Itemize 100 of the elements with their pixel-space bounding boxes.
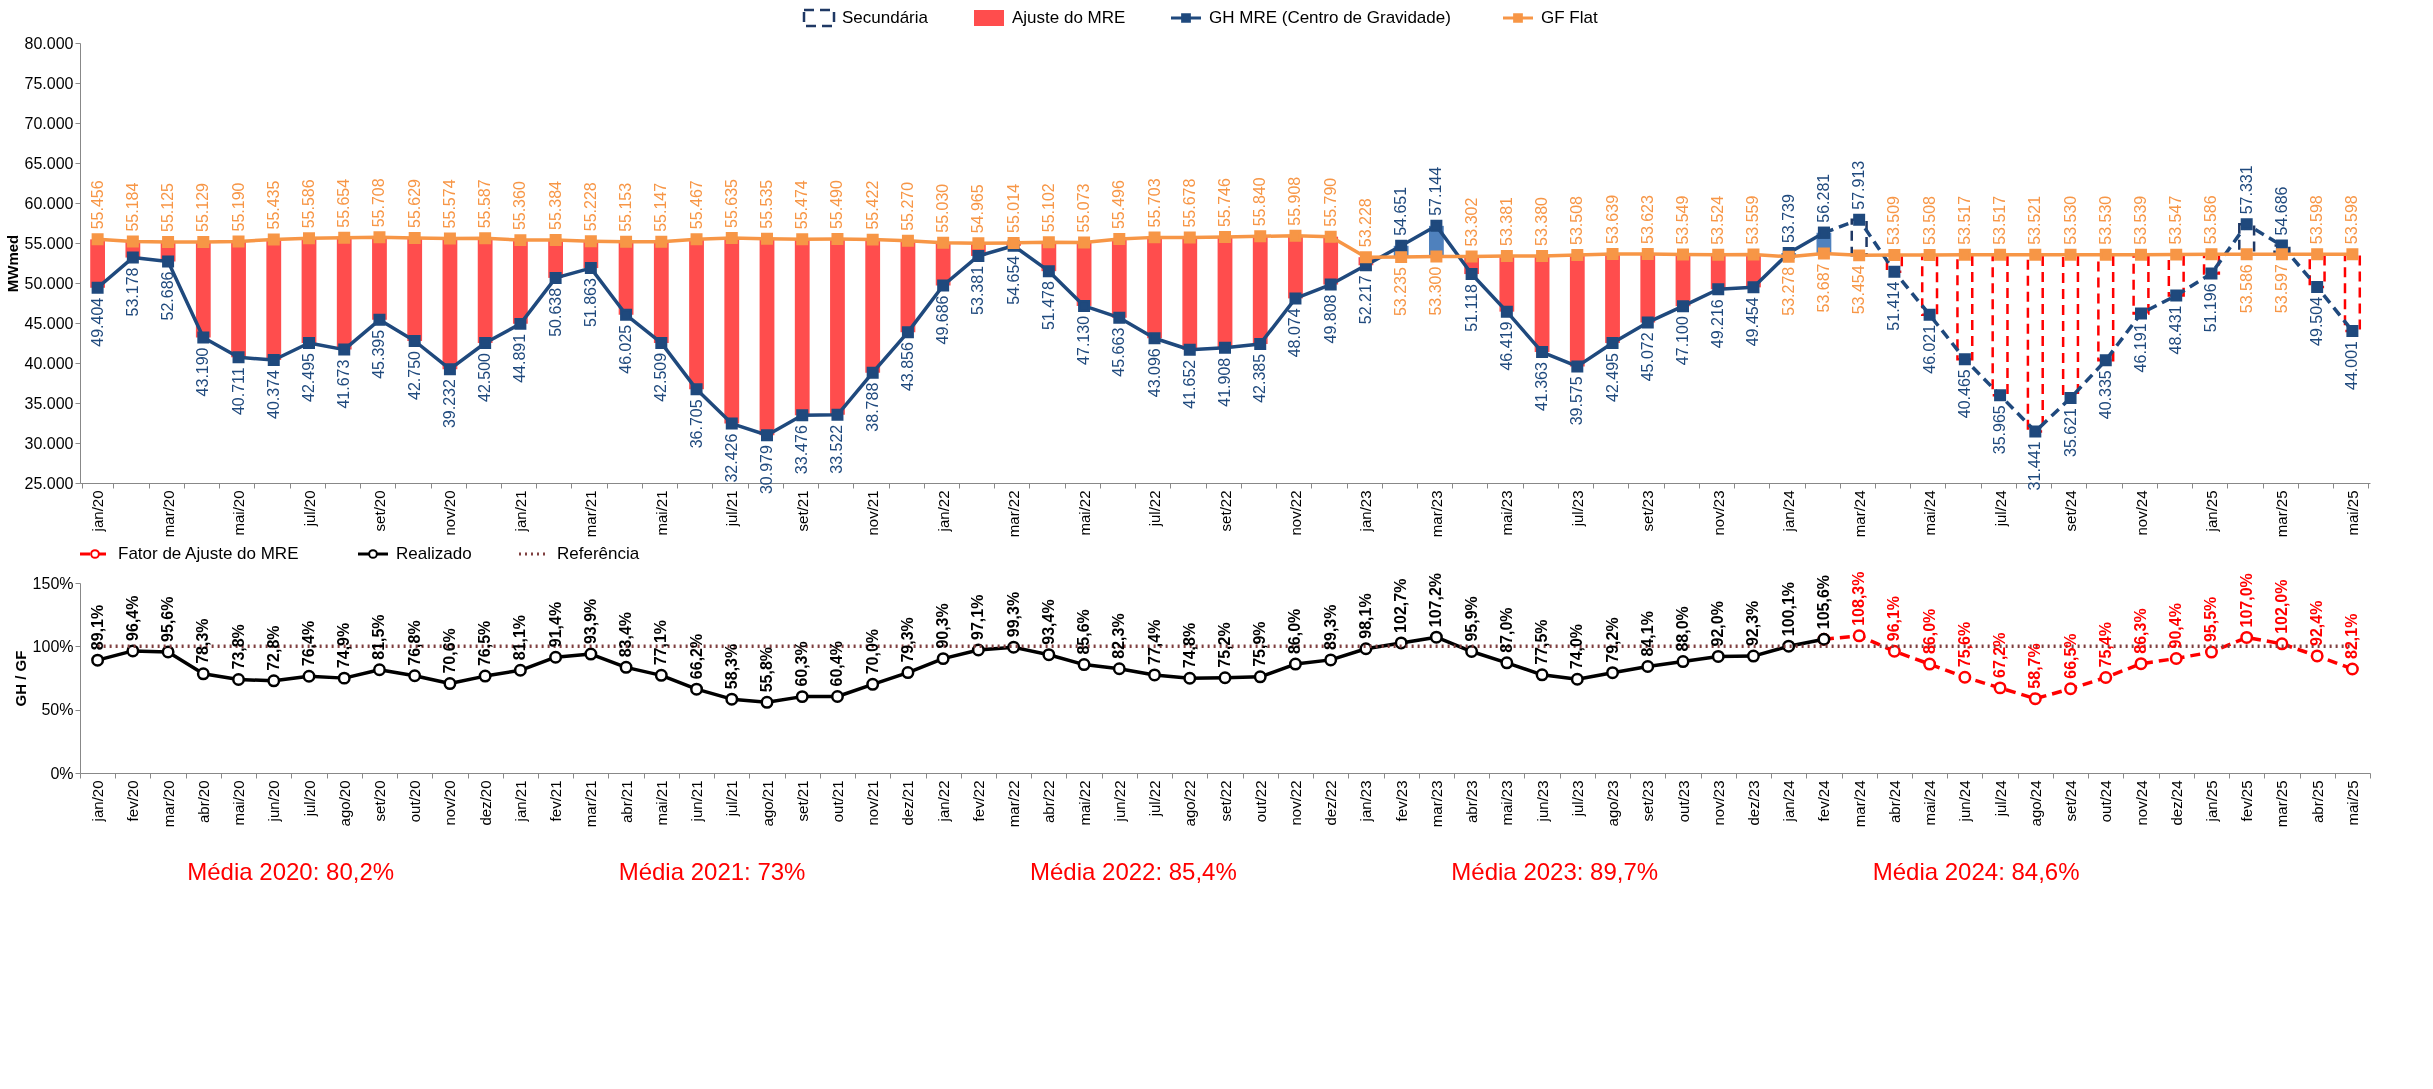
data-label: 46.419 <box>1497 321 1515 371</box>
x-tick-label: jan/20 <box>89 490 107 533</box>
legend-label: Secundária <box>842 8 929 27</box>
data-label: 53.521 <box>2026 195 2044 245</box>
data-label: 57.331 <box>2237 165 2255 215</box>
data-label: 95,5% <box>2202 596 2220 643</box>
x-tick-label: jun/22 <box>1110 780 1128 823</box>
data-label: 55.496 <box>1110 179 1128 230</box>
data-label: 53.623 <box>1638 194 1656 245</box>
data-label: 42.495 <box>300 352 317 402</box>
x-tick-label: jul/22 <box>1146 780 1164 818</box>
x-tick-label: nov/24 <box>2132 490 2150 536</box>
data-label: 47.130 <box>1075 315 1093 365</box>
x-tick-label: mar/23 <box>1427 780 1445 828</box>
data-label: 40.465 <box>1955 369 1973 419</box>
x-tick-label: mai/20 <box>230 780 248 826</box>
legend-label: Ajuste do MRE <box>1012 8 1126 27</box>
x-tick-label: mai/20 <box>230 490 248 536</box>
data-label: 90,4% <box>2167 603 2185 649</box>
data-label: 86,0% <box>1920 608 1938 655</box>
data-label: 55.384 <box>546 180 564 230</box>
x-tick-label: mar/24 <box>1850 780 1868 828</box>
y-tick-label: 35.000 <box>24 394 74 412</box>
data-label: 46.021 <box>1920 324 1938 374</box>
x-tick-label: jan/21 <box>511 490 529 533</box>
data-label: 53.586 <box>2202 195 2220 245</box>
x-tick-label: mai/23 <box>1498 780 1516 826</box>
x-tick-label: out/22 <box>1251 780 1269 823</box>
x-tick-label: jan/22 <box>934 490 952 533</box>
data-label: 53.598 <box>2308 195 2326 245</box>
data-label: 54.965 <box>969 184 987 234</box>
data-label: 53.517 <box>1991 195 2009 245</box>
data-label: 55.184 <box>123 182 141 232</box>
y-axis-title: GH / GF <box>11 650 29 707</box>
x-tick-label: jan/25 <box>2202 490 2220 533</box>
data-label: 41.363 <box>1533 361 1551 412</box>
data-label: 53.381 <box>1497 196 1515 246</box>
data-label: 55.703 <box>1145 178 1163 228</box>
data-label: 75,2% <box>1216 622 1233 668</box>
x-tick-label: nov/21 <box>864 490 882 536</box>
data-label: 55.190 <box>229 182 247 232</box>
data-label: 85,6% <box>1075 609 1093 655</box>
data-label: 55.535 <box>758 179 775 229</box>
x-tick-label: set/21 <box>793 490 811 532</box>
x-tick-label: nov/21 <box>864 780 882 826</box>
x-tick-label: abr/24 <box>1885 780 1903 824</box>
data-label: 40.374 <box>264 369 282 419</box>
data-label: 60,3% <box>793 641 811 687</box>
x-tick-label: mar/20 <box>159 780 177 828</box>
data-label: 53.586 <box>2237 264 2255 314</box>
data-label: 53.509 <box>1885 195 1903 245</box>
data-label: 54.651 <box>1392 186 1410 236</box>
x-tick-label: jan/21 <box>511 780 529 823</box>
x-tick-label: mai/22 <box>1075 490 1093 536</box>
text: Média 2023: 89,7% <box>1451 858 1659 885</box>
data-label: 100,1% <box>1779 581 1797 637</box>
data-label: 55.574 <box>440 179 458 229</box>
data-label: 70,6% <box>440 628 458 674</box>
data-label: 91,4% <box>546 601 564 648</box>
data-label: 32.426 <box>722 433 740 483</box>
y-tick-label: 100% <box>32 637 74 655</box>
x-tick-label: jul/23 <box>1568 490 1586 528</box>
data-label: 53.454 <box>1850 265 1868 315</box>
data-label: 70,0% <box>863 628 881 675</box>
data-label: 53.508 <box>1920 195 1938 245</box>
data-label: 77,4% <box>1145 619 1163 665</box>
data-label: 43.856 <box>898 342 916 392</box>
x-tick-label: set/24 <box>2062 490 2080 532</box>
data-label: 53.539 <box>2132 195 2149 245</box>
data-label: 53.300 <box>1427 266 1445 316</box>
data-label: 58,3% <box>722 643 740 690</box>
data-label: 97,1% <box>969 594 987 641</box>
data-label: 55.147 <box>652 182 670 232</box>
data-label: 58,7% <box>2026 643 2044 689</box>
data-label: 35.965 <box>1991 405 2009 455</box>
data-label: 76,8% <box>405 620 423 666</box>
data-label: 55.746 <box>1216 177 1233 228</box>
data-label: 53.517 <box>1955 195 1973 245</box>
x-tick-label: mar/22 <box>1005 780 1023 828</box>
y-tick-label: 60.000 <box>24 194 74 212</box>
data-label: 74,8% <box>1180 622 1198 669</box>
data-label: 35.621 <box>2061 407 2079 457</box>
data-label: 43.190 <box>194 347 212 397</box>
data-label: 79,2% <box>1603 617 1621 663</box>
data-label: 74,9% <box>335 622 353 669</box>
x-tick-label: dez/24 <box>2167 780 2185 826</box>
data-label: 92,4% <box>2308 600 2326 646</box>
x-tick-label: nov/22 <box>1286 490 1304 536</box>
y-tick-label: 70.000 <box>24 114 74 132</box>
x-tick-label: out/24 <box>2097 780 2115 823</box>
x-tick-label: out/20 <box>406 780 424 823</box>
y-axis-title: MWmed <box>3 234 21 293</box>
x-tick-label: set/22 <box>1216 780 1234 822</box>
data-label: 77,1% <box>652 619 670 666</box>
x-tick-label: jul/24 <box>1991 490 2009 528</box>
data-label: 48.431 <box>2167 305 2185 355</box>
x-tick-label: jan/24 <box>1780 490 1798 533</box>
data-label: 55.908 <box>1286 176 1304 226</box>
x-tick-label: jan/24 <box>1780 780 1798 823</box>
data-label: 57.144 <box>1427 166 1445 216</box>
